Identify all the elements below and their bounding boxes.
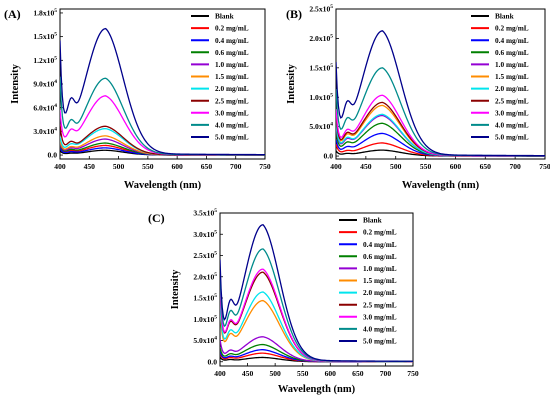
y-tick-label: 3.5x105 [193, 208, 217, 218]
y-tick-label: 9.0x104 [33, 79, 57, 89]
x-tick-label: 750 [539, 162, 550, 171]
legend-label: 0.2 mg/mL [495, 24, 529, 33]
legend-label: 3.0 mg/mL [363, 312, 397, 321]
y-tick-label: 1.5x105 [33, 32, 57, 42]
y-tick-label: 5.0x104 [309, 122, 333, 132]
y-tick-label: 0.0 [324, 152, 334, 161]
x-tick-label: 500 [390, 162, 402, 171]
legend-label: 0.4 mg/mL [215, 36, 249, 45]
legend-label: 1.0 mg/mL [495, 60, 529, 69]
legend-label: 5.0 mg/mL [215, 133, 249, 142]
legend-label: 2.0 mg/mL [363, 288, 397, 297]
y-axis-title: Intensity [10, 63, 21, 103]
legend-label: 3.0 mg/mL [215, 108, 249, 117]
legend-label: 5.0 mg/mL [495, 133, 529, 142]
plot-frame [335, 8, 546, 160]
x-tick-label: 600 [325, 369, 337, 378]
y-tick-label: 1.2x105 [33, 55, 57, 64]
x-tick-label: 500 [113, 162, 125, 171]
x-tick-label: 550 [142, 162, 154, 171]
legend-label: Blank [495, 12, 515, 21]
legend-label: 0.4 mg/mL [363, 240, 397, 249]
chart-panel-2: (B) 400 450 500 550 600 650 700 750 0.0 5.0x104 1.0… [286, 4, 550, 191]
legend-label: 0.6 mg/mL [363, 252, 397, 261]
legend-label: 2.5 mg/mL [215, 96, 249, 105]
x-tick-label: 500 [269, 369, 281, 378]
y-tick-label: 2.5x105 [193, 251, 217, 261]
x-tick-label: 400 [54, 162, 66, 171]
legend-label: 1.0 mg/mL [215, 60, 249, 69]
x-tick-label: 650 [480, 162, 492, 171]
x-tick-label: 700 [380, 369, 392, 378]
chart-panel-1: (A) 400 450 500 550 600 650 700 750 0.0 3.0x104 6.0… [4, 7, 271, 191]
panel-label: (A) [4, 7, 21, 21]
legend-label: 0.4 mg/mL [495, 36, 529, 45]
y-tick-label: 2.5x105 [309, 4, 333, 14]
legend-label: Blank [215, 12, 235, 21]
legend-label: 1.5 mg/mL [495, 72, 529, 81]
x-tick-label: 750 [259, 162, 271, 171]
legend-label: 2.5 mg/mL [363, 300, 397, 309]
series-line-5-0-mg-ml [60, 27, 265, 156]
legend-label: 4.0 mg/mL [495, 121, 529, 130]
y-tick-label: 3.0x105 [193, 229, 217, 239]
y-tick-label: 1.0x105 [309, 92, 333, 102]
legend-label: 4.0 mg/mL [215, 121, 249, 130]
legend-label: 0.6 mg/mL [215, 48, 249, 57]
x-tick-label: 450 [242, 369, 254, 378]
panel-label: (B) [286, 7, 302, 21]
y-tick-label: 1.5x105 [309, 63, 333, 73]
legend-label: 2.5 mg/mL [495, 96, 529, 105]
legend-label: 0.6 mg/mL [495, 48, 529, 57]
y-tick-label: 0.0 [208, 357, 218, 366]
y-axis-title: Intensity [286, 63, 297, 103]
panel-label: (C) [148, 211, 165, 225]
y-tick-label: 2.0x105 [309, 34, 333, 44]
x-tick-label: 550 [297, 369, 309, 378]
legend-label: 3.0 mg/mL [495, 108, 529, 117]
chart-panel-3: (C) 400 450 500 550 600 650 700 750 0.0 5.0x104 1.0… [148, 208, 419, 395]
y-tick-label: 6.0x104 [33, 103, 57, 113]
legend-label: 0.2 mg/mL [215, 24, 249, 33]
series-line-5-0-mg-ml [220, 224, 413, 362]
y-tick-label: 1.5x105 [193, 293, 217, 303]
y-axis-title: Intensity [170, 269, 181, 309]
legend-label: 5.0 mg/mL [363, 337, 397, 346]
y-tick-label: 1.0x105 [193, 314, 217, 324]
legend-label: 0.2 mg/mL [363, 228, 397, 237]
x-tick-label: 650 [352, 369, 364, 378]
y-tick-label: 5.0x104 [193, 336, 217, 346]
x-tick-label: 600 [450, 162, 462, 171]
x-tick-label: 750 [407, 369, 419, 378]
legend-label: 4.0 mg/mL [363, 325, 397, 334]
x-tick-label: 700 [230, 162, 242, 171]
x-tick-label: 450 [84, 162, 96, 171]
legend-label: Blank [363, 216, 383, 225]
x-tick-label: 400 [214, 369, 226, 378]
legend-label: 2.0 mg/mL [495, 84, 529, 93]
y-tick-label: 2.0x105 [193, 272, 217, 282]
x-tick-label: 650 [201, 162, 213, 171]
y-tick-label: 0.0 [48, 151, 58, 160]
x-tick-label: 550 [420, 162, 432, 171]
legend-label: 1.5 mg/mL [363, 276, 397, 285]
x-tick-label: 450 [360, 162, 372, 171]
x-tick-label: 700 [509, 162, 521, 171]
x-tick-label: 400 [330, 162, 342, 171]
x-axis-title: Wavelength (nm) [278, 384, 356, 395]
legend-label: 2.0 mg/mL [215, 84, 249, 93]
x-tick-label: 600 [171, 162, 183, 171]
y-tick-label: 1.8x105 [33, 8, 57, 17]
x-axis-title: Wavelength (nm) [124, 180, 202, 191]
legend-label: 1.0 mg/mL [363, 264, 397, 273]
y-tick-label: 3.0x104 [33, 126, 57, 136]
x-axis-title: Wavelength (nm) [402, 180, 480, 191]
series-line-5-0-mg-ml [336, 30, 545, 157]
legend-label: 1.5 mg/mL [215, 72, 249, 81]
